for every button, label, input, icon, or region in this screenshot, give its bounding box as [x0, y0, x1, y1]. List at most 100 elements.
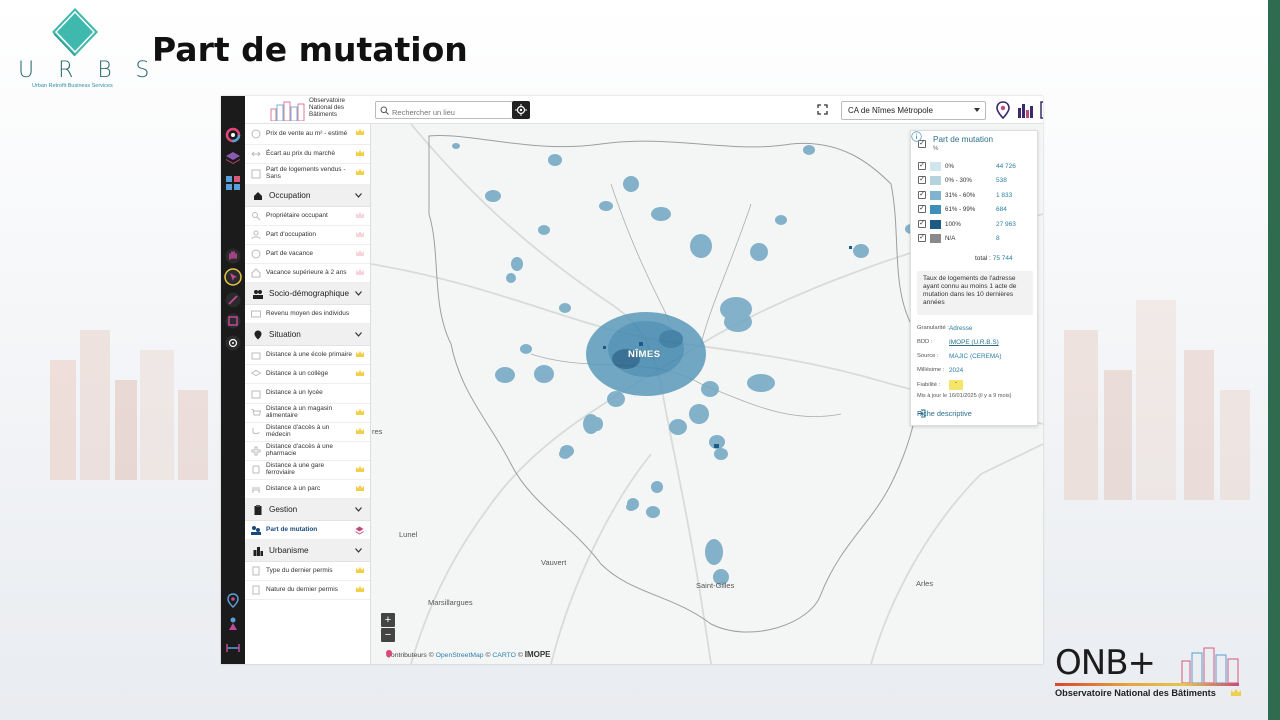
fiche-descriptive-link[interactable]: Fiche descriptive: [917, 409, 972, 418]
info-icon[interactable]: [911, 131, 922, 142]
osm-link[interactable]: OpenStreetMap: [435, 652, 484, 659]
target-icon[interactable]: [224, 334, 242, 352]
legend-checkbox[interactable]: ✓: [918, 191, 926, 199]
bar-chart-icon[interactable]: [1015, 100, 1035, 120]
crown-icon: [356, 466, 364, 472]
bench-icon: [252, 487, 260, 493]
urbs-logo: [52, 8, 98, 57]
crown-icon: [356, 129, 364, 135]
legend-title: Part de mutation: [933, 135, 994, 144]
section-gestion[interactable]: Gestion: [245, 499, 370, 521]
home-clock-icon: [251, 268, 261, 278]
layers-target-icon[interactable]: [224, 126, 242, 144]
app-window: Observatoire National des Bâtiments CA d…: [221, 96, 1043, 664]
person-pin-icon[interactable]: [224, 615, 242, 633]
sidebar-item-part-occupation[interactable]: Part d'occupation: [245, 226, 370, 245]
cart-icon: [251, 409, 261, 416]
brand-line-1: Observatoire: [309, 97, 346, 104]
sidebar-item-label: Distance à un parc: [266, 484, 321, 492]
meta-fiabilite: Fiabilité : -: [917, 380, 963, 390]
hand-icon[interactable]: [224, 247, 242, 265]
meta-source: Source : MAJIC (CEREMA): [917, 353, 1002, 360]
sidebar-item-part-logements-vendus[interactable]: Part de logements vendus - Sans: [245, 164, 370, 185]
sidebar-item-gare[interactable]: Distance à une gare ferroviaire: [245, 461, 370, 480]
sidebar-item-type-permis[interactable]: Type du dernier permis: [245, 562, 370, 581]
document-icon: [252, 566, 260, 576]
pin-plus-icon[interactable]: [993, 100, 1013, 120]
legend-swatch: [930, 205, 941, 214]
ruler-icon[interactable]: [224, 291, 242, 309]
zoom-in-button[interactable]: +: [381, 613, 395, 627]
meta-value: MAJIC (CEREMA): [949, 353, 1002, 360]
legend-swatch: [930, 162, 941, 171]
sidebar-item-nature-permis[interactable]: Nature du dernier permis: [245, 581, 370, 600]
fullscreen-icon[interactable]: [817, 104, 828, 115]
pharmacy-icon: [251, 446, 261, 456]
crown-icon: [1231, 689, 1241, 696]
sidebar-item-label: Nature du dernier permis: [266, 585, 338, 593]
onb-mini-logo[interactable]: [269, 99, 351, 121]
pointer-icon[interactable]: [224, 268, 242, 286]
sidebar-item-part-vacance[interactable]: Part de vacance: [245, 245, 370, 264]
house-icon: [251, 169, 261, 179]
distance-icon[interactable]: [224, 639, 242, 657]
sidebar-item-vacance-2-ans[interactable]: Vacance supérieure à 2 ans: [245, 264, 370, 283]
sidebar-item-ecole-primaire[interactable]: Distance à une école primaire: [245, 346, 370, 365]
sidebar-item-proprietaire-occupant[interactable]: Propriétaire occupant: [245, 207, 370, 226]
section-situation[interactable]: Situation: [245, 324, 370, 346]
bdd-link[interactable]: IMOPE (U.R.B.S): [949, 339, 999, 346]
carto-link[interactable]: CARTO: [492, 652, 516, 659]
legend-checkbox[interactable]: ✓: [918, 176, 926, 184]
legend-checkbox[interactable]: ✓: [918, 220, 926, 228]
onb-logo-text: ONB+: [1055, 643, 1156, 683]
zoom-out-button[interactable]: −: [381, 628, 395, 642]
legend-description: Taux de logements de l'adresse ayant con…: [917, 271, 1033, 315]
sidebar-item-prix-vente[interactable]: Prix de vente au m² - estimé: [245, 124, 370, 145]
section-occupation[interactable]: Occupation: [245, 185, 370, 207]
sidebar-item-label: Part de mutation: [266, 525, 318, 533]
grid-icon[interactable]: [224, 174, 242, 192]
legend-row-5: ✓ N/A 8: [917, 233, 1033, 245]
fiche-label: Fiche descriptive: [917, 409, 972, 418]
graduation-icon: [251, 390, 261, 398]
legend-label: 0%: [945, 163, 954, 170]
sidebar-item-part-mutation[interactable]: Part de mutation: [245, 521, 370, 540]
section-urbanisme[interactable]: Urbanisme: [245, 540, 370, 562]
section-title: Gestion: [269, 505, 298, 514]
polygon-icon[interactable]: [224, 312, 242, 330]
crown-icon: [356, 409, 364, 415]
legend-total-value: 75 744: [992, 255, 1013, 262]
sidebar-item-ecart-prix[interactable]: Écart au prix du marché: [245, 145, 370, 164]
legend-row-2: ✓ 31% - 60% 1 833: [917, 190, 1033, 202]
stack-icon[interactable]: [224, 149, 242, 167]
sidebar-item-label: Distance à un magasin alimentaire: [266, 405, 333, 419]
sidebar-item-medecin[interactable]: Distance d'accès à un médecin: [245, 423, 370, 442]
crown-icon: [356, 250, 364, 256]
college-icon: [251, 369, 261, 377]
building-search-icon[interactable]: [1038, 100, 1043, 120]
sidebar-item-label: Part de logements vendus - Sans: [266, 166, 346, 180]
sidebar-item-lycee[interactable]: Distance à un lycée: [245, 384, 370, 404]
sidebar-item-pharmacie[interactable]: Distance d'accès à une pharmacie: [245, 442, 370, 461]
map-attribution: Contributeurs © OpenStreetMap © CARTO © …: [386, 650, 551, 659]
legend-updated: Mis à jour le 16/01/2025 (il y a 9 mois): [917, 393, 1012, 399]
territory-select[interactable]: CA de Nîmes Métropole: [841, 101, 986, 120]
city-label-arles: Arles: [916, 579, 934, 588]
section-socio-demographique[interactable]: Socio-démographique: [245, 283, 370, 305]
legend-checkbox[interactable]: ✓: [918, 234, 926, 242]
sidebar-item-magasin-alimentaire[interactable]: Distance à un magasin alimentaire: [245, 404, 370, 423]
legend-checkbox[interactable]: ✓: [918, 162, 926, 170]
locate-button[interactable]: [512, 101, 530, 119]
legend-master-checkbox[interactable]: ✓: [918, 140, 926, 148]
sidebar-item-college[interactable]: Distance à un collège: [245, 365, 370, 384]
background-skyline-right: [1064, 300, 1250, 500]
sidebar-item-parc[interactable]: Distance à un parc: [245, 480, 370, 499]
imope-logo: IMOPE: [524, 650, 551, 659]
sidebar-item-revenu-moyen[interactable]: Revenu moyen des individus: [245, 305, 370, 324]
map-view[interactable]: NÎMES Lunel Marsillargues Vauvert Saint-…: [371, 124, 1043, 664]
search-input[interactable]: [376, 104, 486, 121]
legend-checkbox[interactable]: ✓: [918, 205, 926, 213]
onb-buildings-logo: [1181, 647, 1239, 683]
map-pin-icon[interactable]: [224, 592, 242, 610]
section-title: Situation: [269, 330, 301, 339]
